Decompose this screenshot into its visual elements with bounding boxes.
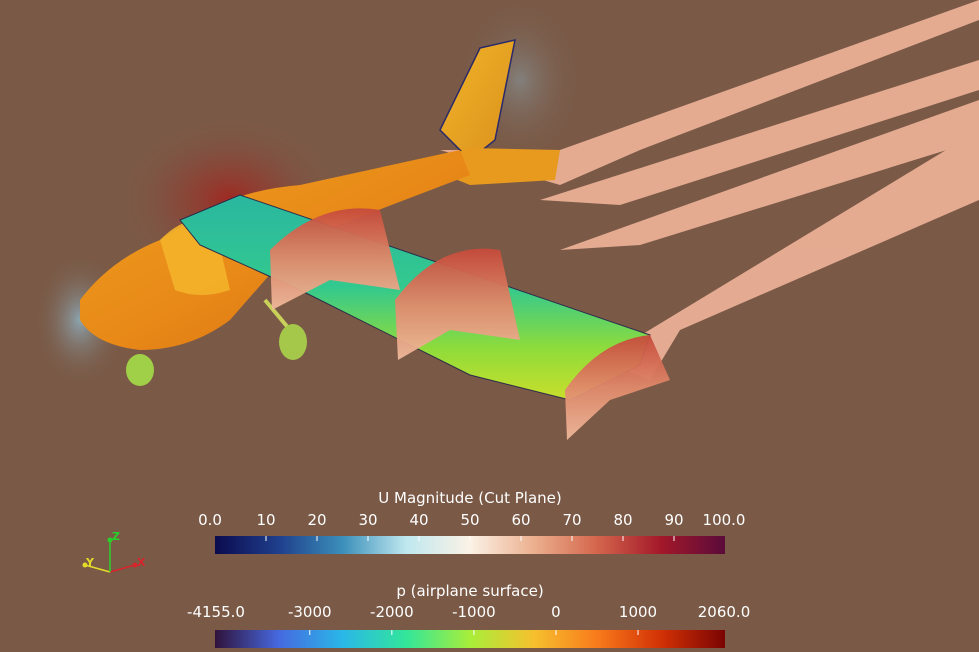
cut-plane-1	[270, 208, 400, 310]
pressure-colorbar-title: p (airplane surface)	[396, 582, 544, 600]
pressure-tick: -2000	[370, 603, 414, 621]
x-axis-tip	[132, 562, 138, 568]
pressure-tick: 1000	[618, 603, 658, 621]
pressure-tick: 0	[551, 603, 561, 621]
u-magnitude-tick: 10	[256, 511, 276, 529]
z-axis-label: Z	[112, 530, 120, 543]
pressure-tick: -1000	[452, 603, 496, 621]
u-magnitude-tick: 80	[613, 511, 633, 529]
u-magnitude-tick: 30	[358, 511, 378, 529]
landing-gear	[126, 298, 307, 386]
cut-planes	[270, 208, 670, 440]
color-ramp-fill	[215, 536, 725, 554]
u-magnitude-min-label: 0.0	[198, 511, 222, 529]
u-magnitude-tick: 50	[460, 511, 480, 529]
pressure-tick: -3000	[287, 603, 332, 621]
pressure-max-label: 2060.0	[697, 603, 751, 621]
u-magnitude-tick: 90	[664, 511, 684, 529]
u-magnitude-max-label: 100.0	[702, 511, 746, 529]
y-axis-tip	[82, 562, 88, 568]
cut-plane-2	[395, 248, 520, 360]
z-axis-tip	[107, 537, 113, 543]
u-magnitude-tick: 40	[409, 511, 429, 529]
u-magnitude-tick: 20	[307, 511, 327, 529]
u-magnitude-tick: 70	[562, 511, 582, 529]
cut-plane-3	[565, 335, 670, 440]
pressure-color-ramp	[215, 630, 725, 648]
orientation-axes	[82, 537, 138, 573]
y-axis-label: Y	[86, 556, 94, 569]
x-axis-label: X	[137, 556, 146, 569]
wake-streamlines	[440, 0, 979, 380]
u-magnitude-colorbar-title: U Magnitude (Cut Plane)	[378, 489, 562, 507]
color-ramp-fill	[215, 630, 725, 648]
u-magnitude-color-ramp	[215, 536, 725, 554]
x-axis-line	[109, 564, 136, 573]
u-magnitude-tick: 60	[511, 511, 531, 529]
y-axis-line	[84, 564, 111, 573]
pressure-min-label: -4155.0	[187, 603, 245, 621]
